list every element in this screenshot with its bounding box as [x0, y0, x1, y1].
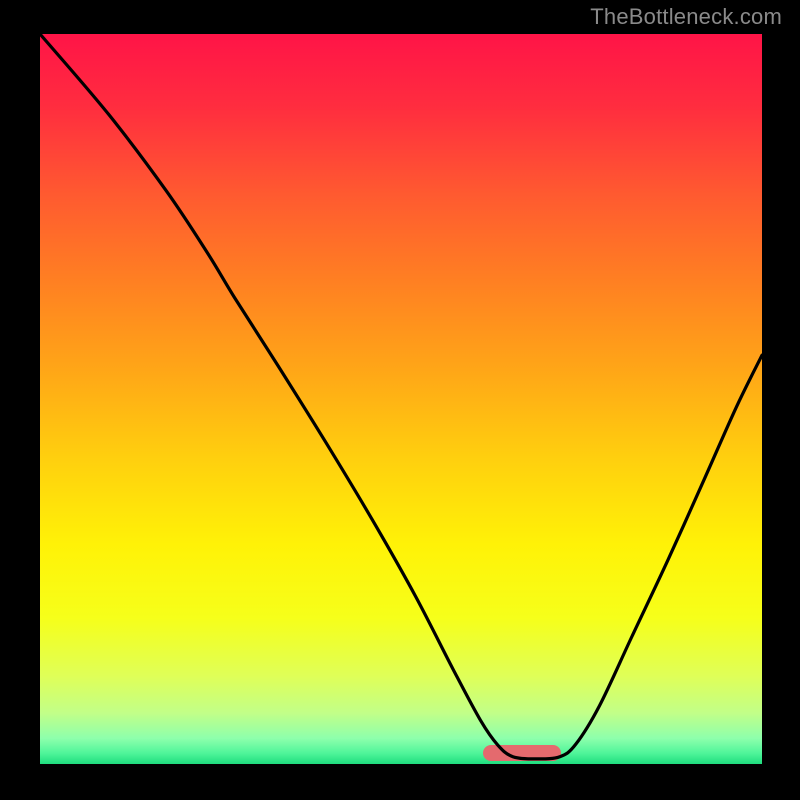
- chart-frame: [36, 30, 766, 768]
- bottleneck-curve: [40, 34, 762, 764]
- curve-path: [40, 34, 762, 759]
- watermark-text: TheBottleneck.com: [590, 4, 782, 30]
